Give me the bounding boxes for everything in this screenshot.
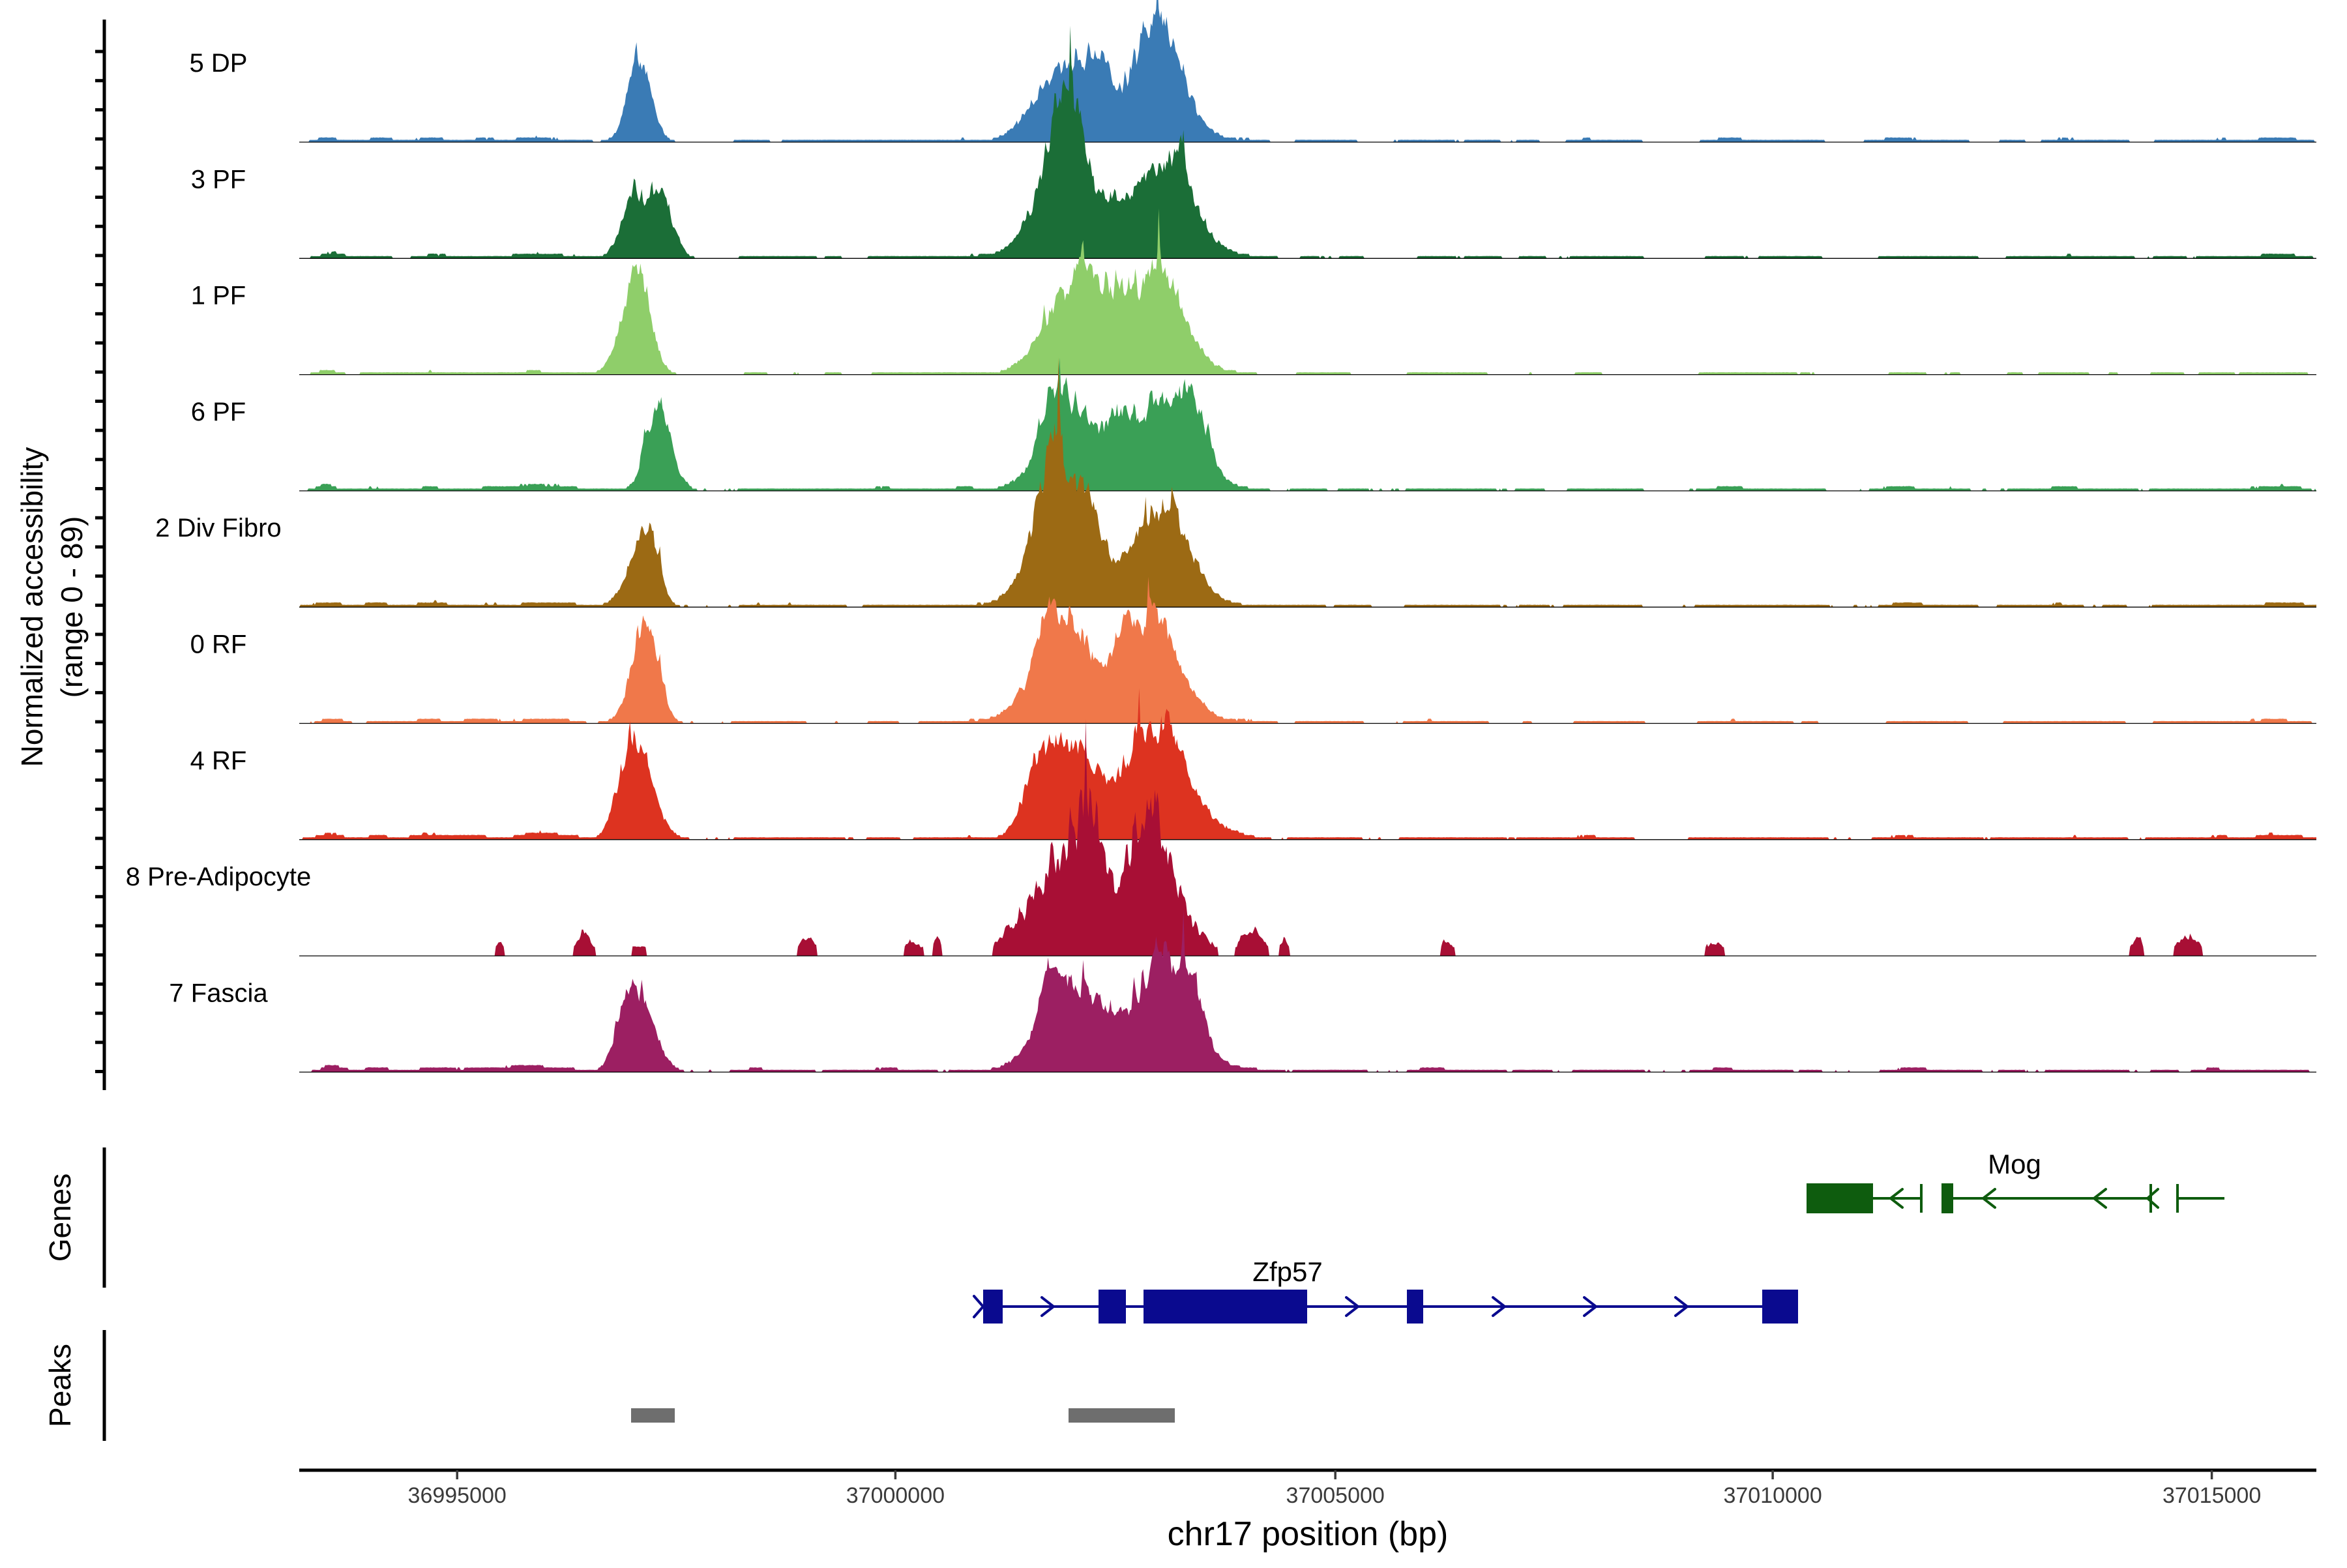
svg-text:37000000: 37000000 <box>846 1483 945 1508</box>
svg-text:Genes: Genes <box>43 1174 77 1262</box>
svg-text:1 PF: 1 PF <box>191 282 246 310</box>
svg-text:Mog: Mog <box>1988 1149 2041 1179</box>
svg-text:37010000: 37010000 <box>1723 1483 1822 1508</box>
svg-text:(range 0 - 89): (range 0 - 89) <box>55 516 89 698</box>
svg-text:37015000: 37015000 <box>2162 1483 2261 1508</box>
svg-text:0 RF: 0 RF <box>190 630 247 659</box>
svg-text:37005000: 37005000 <box>1286 1483 1385 1508</box>
svg-text:6 PF: 6 PF <box>191 398 246 426</box>
svg-text:chr17 position (bp): chr17 position (bp) <box>1168 1515 1449 1553</box>
svg-text:36995000: 36995000 <box>408 1483 507 1508</box>
svg-text:Normalized accessibility: Normalized accessibility <box>15 447 49 767</box>
svg-text:5 DP: 5 DP <box>190 49 248 78</box>
svg-text:Peaks: Peaks <box>43 1344 77 1427</box>
svg-text:2 Div Fibro: 2 Div Fibro <box>155 514 281 542</box>
svg-text:8 Pre-Adipocyte: 8 Pre-Adipocyte <box>126 863 312 891</box>
svg-text:Zfp57: Zfp57 <box>1252 1256 1322 1287</box>
svg-text:3 PF: 3 PF <box>191 165 246 194</box>
svg-text:7 Fascia: 7 Fascia <box>169 979 268 1007</box>
svg-text:4 RF: 4 RF <box>190 747 247 775</box>
